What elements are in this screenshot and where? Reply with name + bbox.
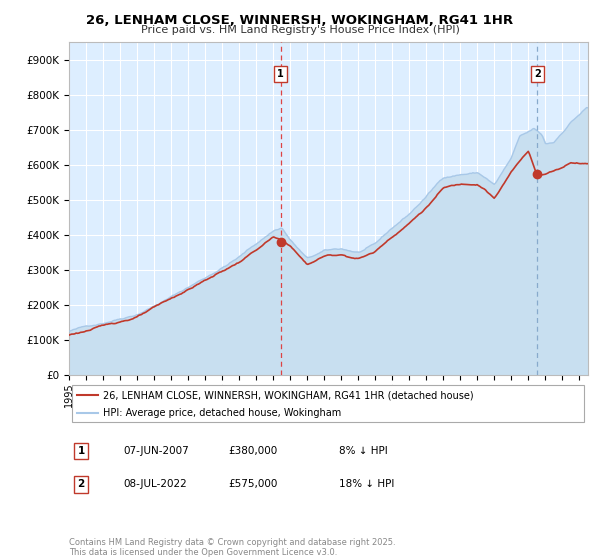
Text: £380,000: £380,000 [228,446,277,456]
Text: Price paid vs. HM Land Registry's House Price Index (HPI): Price paid vs. HM Land Registry's House … [140,25,460,35]
Text: 1: 1 [277,69,284,78]
Text: 1: 1 [77,446,85,456]
Text: 08-JUL-2022: 08-JUL-2022 [123,479,187,489]
Text: 2: 2 [77,479,85,489]
Text: 18% ↓ HPI: 18% ↓ HPI [339,479,394,489]
Text: Contains HM Land Registry data © Crown copyright and database right 2025.
This d: Contains HM Land Registry data © Crown c… [69,538,395,557]
Text: HPI: Average price, detached house, Wokingham: HPI: Average price, detached house, Woki… [103,408,341,418]
Text: £575,000: £575,000 [228,479,277,489]
Text: 07-JUN-2007: 07-JUN-2007 [123,446,189,456]
Text: 2: 2 [534,69,541,78]
Text: 26, LENHAM CLOSE, WINNERSH, WOKINGHAM, RG41 1HR: 26, LENHAM CLOSE, WINNERSH, WOKINGHAM, R… [86,14,514,27]
FancyBboxPatch shape [71,385,584,422]
Text: 26, LENHAM CLOSE, WINNERSH, WOKINGHAM, RG41 1HR (detached house): 26, LENHAM CLOSE, WINNERSH, WOKINGHAM, R… [103,390,473,400]
Text: 8% ↓ HPI: 8% ↓ HPI [339,446,388,456]
